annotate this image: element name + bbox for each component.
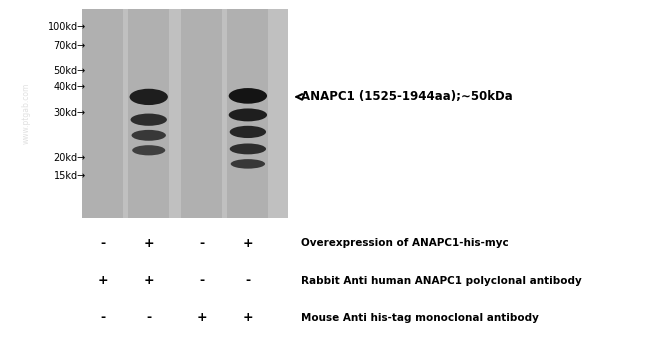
Text: +: + [143, 274, 154, 287]
Text: Mouse Anti his-tag monoclonal antibody: Mouse Anti his-tag monoclonal antibody [301, 313, 539, 323]
Text: ANAPC1 (1525-1944aa);∼50kDa: ANAPC1 (1525-1944aa);∼50kDa [301, 90, 513, 103]
Text: -: - [199, 237, 204, 250]
Bar [181, 8, 222, 218]
Ellipse shape [130, 114, 167, 126]
Text: www.ptgab.com: www.ptgab.com [22, 82, 31, 144]
Text: 40kd→: 40kd→ [54, 82, 86, 92]
Text: 70kd→: 70kd→ [54, 41, 86, 51]
Text: Overexpression of ANAPC1-his-myc: Overexpression of ANAPC1-his-myc [301, 238, 508, 248]
Text: Rabbit Anti human ANAPC1 polyclonal antibody: Rabbit Anti human ANAPC1 polyclonal anti… [301, 275, 582, 286]
Text: 100kd→: 100kd→ [48, 22, 86, 32]
Bar [82, 8, 123, 218]
Text: +: + [97, 274, 108, 287]
Ellipse shape [230, 143, 266, 154]
Text: 15kd→: 15kd→ [54, 171, 86, 181]
Ellipse shape [132, 130, 166, 141]
Text: +: + [196, 311, 207, 324]
Bar [128, 8, 169, 218]
Text: -: - [100, 237, 105, 250]
Text: +: + [243, 237, 253, 250]
Text: 20kd→: 20kd→ [54, 153, 86, 163]
Text: +: + [243, 311, 253, 324]
Ellipse shape [132, 145, 165, 155]
Bar [227, 8, 268, 218]
Text: 30kd→: 30kd→ [54, 108, 86, 118]
Ellipse shape [229, 108, 267, 121]
Ellipse shape [229, 88, 267, 104]
Ellipse shape [130, 89, 168, 105]
Text: -: - [245, 274, 251, 287]
Text: -: - [199, 274, 204, 287]
Text: -: - [146, 311, 151, 324]
Ellipse shape [230, 126, 266, 138]
Text: +: + [143, 237, 154, 250]
Ellipse shape [231, 159, 265, 169]
Bar [89, 8, 288, 218]
Text: 50kd→: 50kd→ [54, 66, 86, 76]
Text: -: - [100, 311, 105, 324]
